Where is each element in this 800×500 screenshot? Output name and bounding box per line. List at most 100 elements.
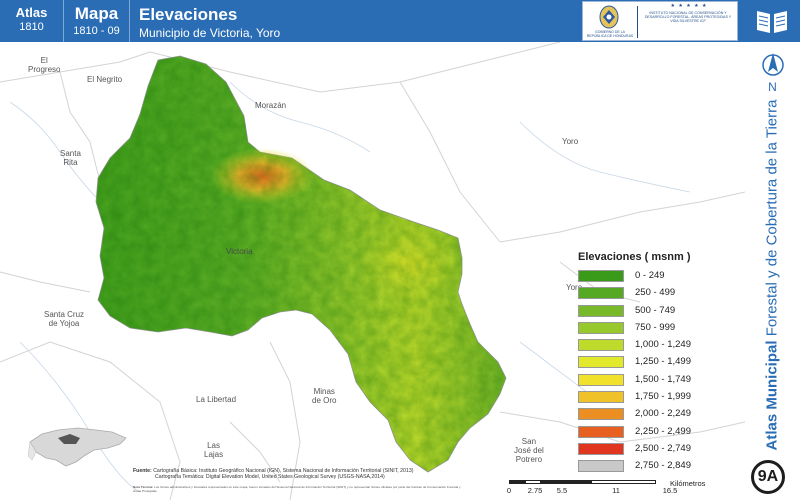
- legend-swatch: [578, 321, 624, 334]
- elevation-map: [0, 42, 745, 500]
- coat-of-arms-icon: [599, 5, 619, 29]
- legend-row: 1,750 - 1,999: [578, 388, 728, 405]
- legend-label: 500 - 749: [635, 304, 676, 316]
- place-text: El Negrito: [87, 75, 123, 84]
- map-number-badge: 9A: [751, 460, 785, 494]
- place-label-santa-rita: Santa Rita: [60, 149, 81, 167]
- legend-label: 2,500 - 2,749: [635, 442, 691, 454]
- legend-row: 750 - 999: [578, 319, 728, 336]
- logo-divider: [637, 6, 638, 38]
- place-label-minas-de-oro: Minas de Oro: [312, 387, 336, 405]
- mapa-code: 1810 - 09: [73, 25, 120, 37]
- place-label-yoro: Yoro: [562, 137, 578, 146]
- legend-label: 2,250 - 2,499: [635, 425, 691, 437]
- legend-label: 1,500 - 1,749: [635, 373, 691, 385]
- institution-logos: GOBIERNO DE LA REPÚBLICA DE HONDURAS ★ ★…: [582, 1, 738, 41]
- legend-title: Elevaciones ( msnm ): [578, 251, 691, 263]
- notes-label: Nota Técnica:: [133, 485, 154, 489]
- scale-tick: 5.5: [556, 486, 568, 495]
- legend-label: 1,750 - 1,999: [635, 391, 691, 403]
- atlas-label: Atlas: [15, 5, 48, 20]
- scale-segment: [509, 480, 525, 484]
- legend-swatch: [578, 287, 624, 300]
- legend-row: 2,250 - 2,499: [578, 423, 728, 440]
- legend-row: 2,500 - 2,749: [578, 440, 728, 457]
- sources-line1: Cartografía Básica: Instituto Geográfico…: [153, 468, 414, 474]
- honduras-locator-inset: [28, 427, 127, 467]
- place-label-yoro-east: Yoro: [566, 283, 582, 292]
- scale-tick: 0: [506, 486, 512, 495]
- sources-line2: Cartografía Temática: Digital Elevation …: [155, 474, 385, 480]
- open-book-icon: [757, 11, 787, 33]
- mapa-label: Mapa: [74, 4, 119, 23]
- legend-label: 750 - 999: [635, 321, 676, 333]
- place-text: Las Lajas: [204, 441, 224, 459]
- legend-row: 1,250 - 1,499: [578, 353, 728, 370]
- scale-segment: [525, 480, 541, 484]
- place-text: Minas de Oro: [312, 387, 337, 405]
- place-label-el-negrito: El Negrito: [87, 75, 122, 84]
- place-text: Morazán: [255, 101, 287, 110]
- legend-swatch: [578, 408, 624, 421]
- book-box: [745, 0, 800, 42]
- place-text: Santa Rita: [60, 149, 81, 167]
- title-block: Elevaciones Municipio de Victoria, Yoro: [139, 5, 280, 40]
- place-label-la-libertad: La Libertad: [196, 395, 236, 404]
- place-label-san-jose: San José del Potrero: [514, 437, 544, 464]
- legend-label: 1,250 - 1,499: [635, 356, 691, 368]
- place-label-santa-cruz: Santa Cruz de Yojoa: [44, 310, 84, 328]
- legend-row: 250 - 499: [578, 284, 728, 301]
- legend-swatch: [578, 442, 624, 455]
- place-text: Yoro: [566, 283, 583, 292]
- vertical-title-strong: Atlas Municipal: [763, 340, 781, 451]
- north-arrow-icon: [762, 53, 784, 76]
- scale-tick: 11: [612, 486, 620, 495]
- side-strip: N Atlas Municipal Forestal y de Cobertur…: [745, 0, 800, 500]
- legend-label: 1,000 - 1,249: [635, 339, 691, 351]
- place-label-el-progreso: El Progreso: [28, 56, 60, 74]
- legend-swatch: [578, 425, 624, 438]
- atlas-cell: Atlas 1810: [0, 0, 64, 42]
- scale-bar: 0 2.75 5.5 11 16.5 Kilómetros: [500, 476, 720, 500]
- place-text: La Libertad: [196, 395, 237, 404]
- map-subtitle: Municipio de Victoria, Yoro: [139, 26, 281, 40]
- legend-row: 2,750 - 2,849: [578, 457, 728, 474]
- legend-label: 0 - 249: [635, 270, 665, 281]
- legend-swatch: [578, 304, 624, 317]
- mapa-cell: Mapa 1810 - 09: [64, 0, 130, 42]
- sources-block: Fuente: Cartografía Básica: Instituto Ge…: [133, 468, 468, 480]
- place-text: El Progreso: [28, 56, 61, 74]
- vertical-title-rest: Forestal y de Cobertura de la Tierra: [763, 99, 781, 341]
- place-label-morazan: Morazán: [255, 101, 286, 110]
- legend-label: 250 - 499: [635, 287, 676, 299]
- notes-text: Los límites administrativos y forestales…: [133, 485, 461, 493]
- government-text: GOBIERNO DE LA REPÚBLICA DE HONDURAS: [586, 30, 634, 38]
- sources-label: Fuente:: [133, 468, 152, 474]
- vertical-title: Atlas Municipal Forestal y de Cobertura …: [764, 100, 781, 451]
- place-text: San José del Potrero: [514, 437, 544, 464]
- legend-row: 0 - 249: [578, 267, 728, 284]
- place-text: Yoro: [562, 137, 579, 146]
- scale-tick: 16.5: [662, 486, 678, 495]
- place-label-victoria: Victoria: [226, 247, 253, 256]
- map-title: Elevaciones: [139, 5, 238, 24]
- atlas-year: 1810: [19, 21, 44, 33]
- technical-notes: Nota Técnica: Los límites administrativo…: [133, 485, 468, 493]
- legend-rows: 0 - 249 250 - 499 500 - 749 750 - 999 1,000 …: [578, 267, 728, 475]
- victoria-municipality: [95, 55, 507, 473]
- place-label-las-lajas: Las Lajas: [204, 441, 223, 459]
- place-text: Santa Cruz de Yojoa: [44, 310, 85, 328]
- legend-label: 2,000 - 2,249: [635, 408, 691, 420]
- north-label: N: [768, 80, 777, 94]
- legend-swatch: [578, 373, 624, 386]
- header-bar: Atlas 1810 Mapa 1810 - 09 Elevaciones Mu…: [0, 0, 745, 42]
- stars-icon: ★ ★ ★ ★ ★: [670, 3, 708, 9]
- scale-segment: [541, 480, 591, 484]
- legend-row: 1,000 - 1,249: [578, 336, 728, 353]
- elevation-legend: Elevaciones ( msnm ) 0 - 249 250 - 499 500…: [578, 251, 728, 475]
- legend-row: 500 - 749: [578, 302, 728, 319]
- vertical-title-wrap: Atlas Municipal Forestal y de Cobertura …: [745, 100, 800, 451]
- legend-row: 1,500 - 1,749: [578, 371, 728, 388]
- legend-row: 2,000 - 2,249: [578, 405, 728, 422]
